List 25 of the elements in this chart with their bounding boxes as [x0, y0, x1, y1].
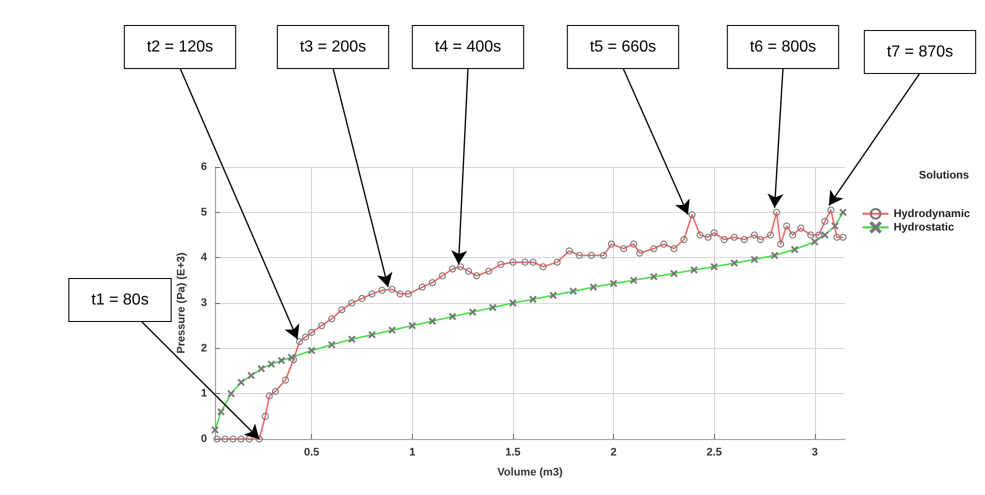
y-tick-label: 5 [200, 206, 207, 218]
x-tick-label: 3 [812, 446, 818, 458]
y-tick-label: 3 [200, 297, 207, 309]
x-tick-label: 1 [409, 446, 416, 458]
annotation: t4 = 400s [434, 38, 502, 56]
x-tick-label: 2.5 [706, 446, 722, 458]
x-tick-label: 2 [610, 446, 617, 458]
y-tick-label: 1 [200, 388, 207, 400]
annotation: t3 = 200s [300, 38, 366, 56]
legend-title: Solutions [918, 170, 970, 182]
legend-label: Hydrodynamic [894, 208, 970, 220]
y-tick-label: 4 [200, 252, 208, 264]
x-axis-title: Volume (m3) [497, 466, 563, 478]
annotation: t5 = 660s [590, 38, 656, 56]
x-tick-label: 0.5 [304, 446, 320, 458]
x-tick-label: 1.5 [505, 446, 521, 458]
annotation: t2 = 120s [146, 38, 214, 56]
annotation: t1 = 80s [91, 292, 149, 308]
annotation: t7 = 870s [886, 44, 954, 60]
legend-label: Hydrostatic [894, 221, 954, 234]
y-axis-title: Pressure (Pa) (E+3) [176, 252, 188, 354]
y-tick-label: 2 [200, 342, 207, 354]
y-tick-label: 0 [200, 433, 207, 445]
annotation: t6 = 800s [750, 38, 816, 56]
y-tick-label: 6 [200, 161, 207, 173]
